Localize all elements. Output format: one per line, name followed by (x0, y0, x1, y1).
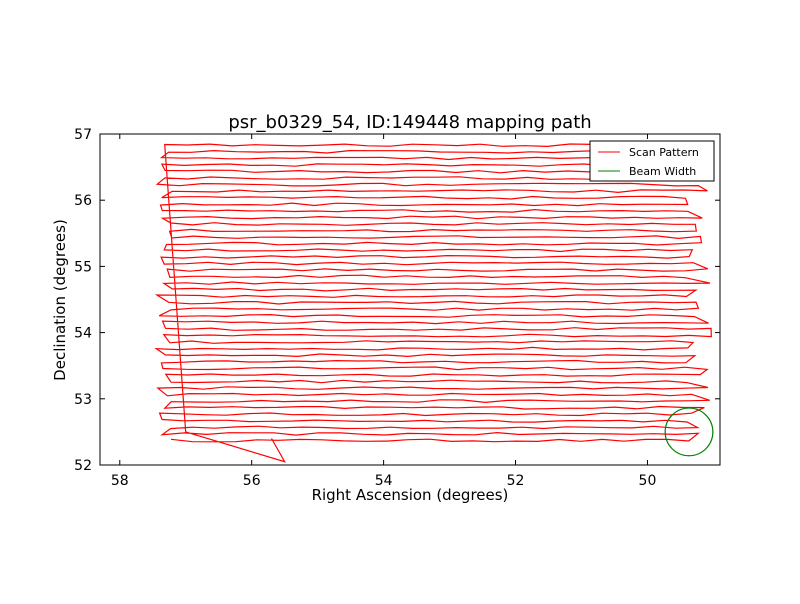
y-axis-label: Declination (degrees) (51, 219, 69, 381)
x-tick-label: 54 (375, 473, 393, 489)
beam-width-circle (664, 407, 714, 457)
x-tick-label: 50 (639, 473, 657, 489)
y-tick-label: 54 (74, 326, 92, 342)
chart-title: psr_b0329_54, ID:149448 mapping path (228, 112, 591, 133)
legend-label-scan-pattern: Scan Pattern (629, 146, 699, 159)
y-tick-label: 55 (74, 259, 92, 275)
x-tick-label: 52 (507, 473, 525, 489)
plot-frame (99, 133, 721, 466)
y-tick-label: 56 (74, 193, 92, 209)
legend: Scan Pattern Beam Width (589, 140, 715, 182)
x-axis-label: Right Ascension (degrees) (312, 486, 509, 504)
x-tick-label: 56 (243, 473, 261, 489)
legend-box (589, 140, 715, 182)
x-tick-label: 58 (111, 473, 129, 489)
y-tick-label: 52 (74, 458, 92, 474)
scan-pattern-line (154, 143, 713, 463)
axis-ticks: 58 56 54 52 50 52 53 54 55 56 57 (74, 127, 720, 489)
legend-label-beam-width: Beam Width (629, 165, 696, 178)
y-tick-label: 57 (74, 127, 92, 143)
plot-area (154, 143, 714, 463)
y-tick-label: 53 (74, 392, 92, 408)
